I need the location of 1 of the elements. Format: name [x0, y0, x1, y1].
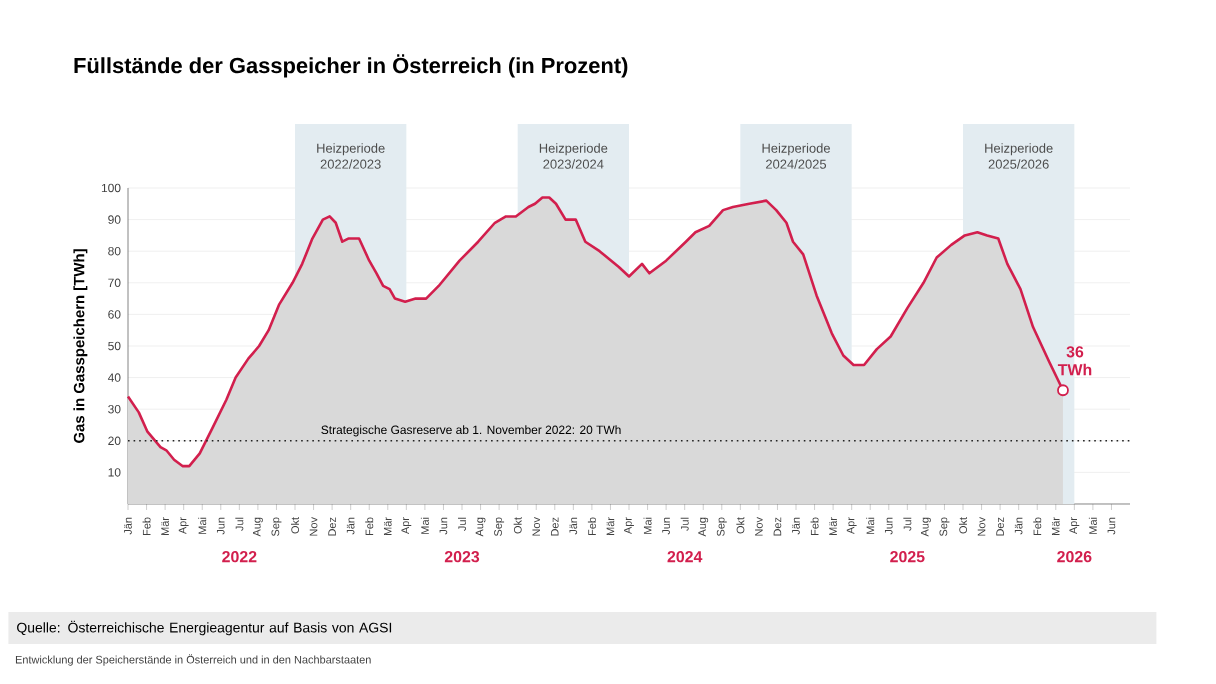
chart-title: Füllstände der Gasspeicher in Österreich (in Prozent): [74, 54, 628, 78]
